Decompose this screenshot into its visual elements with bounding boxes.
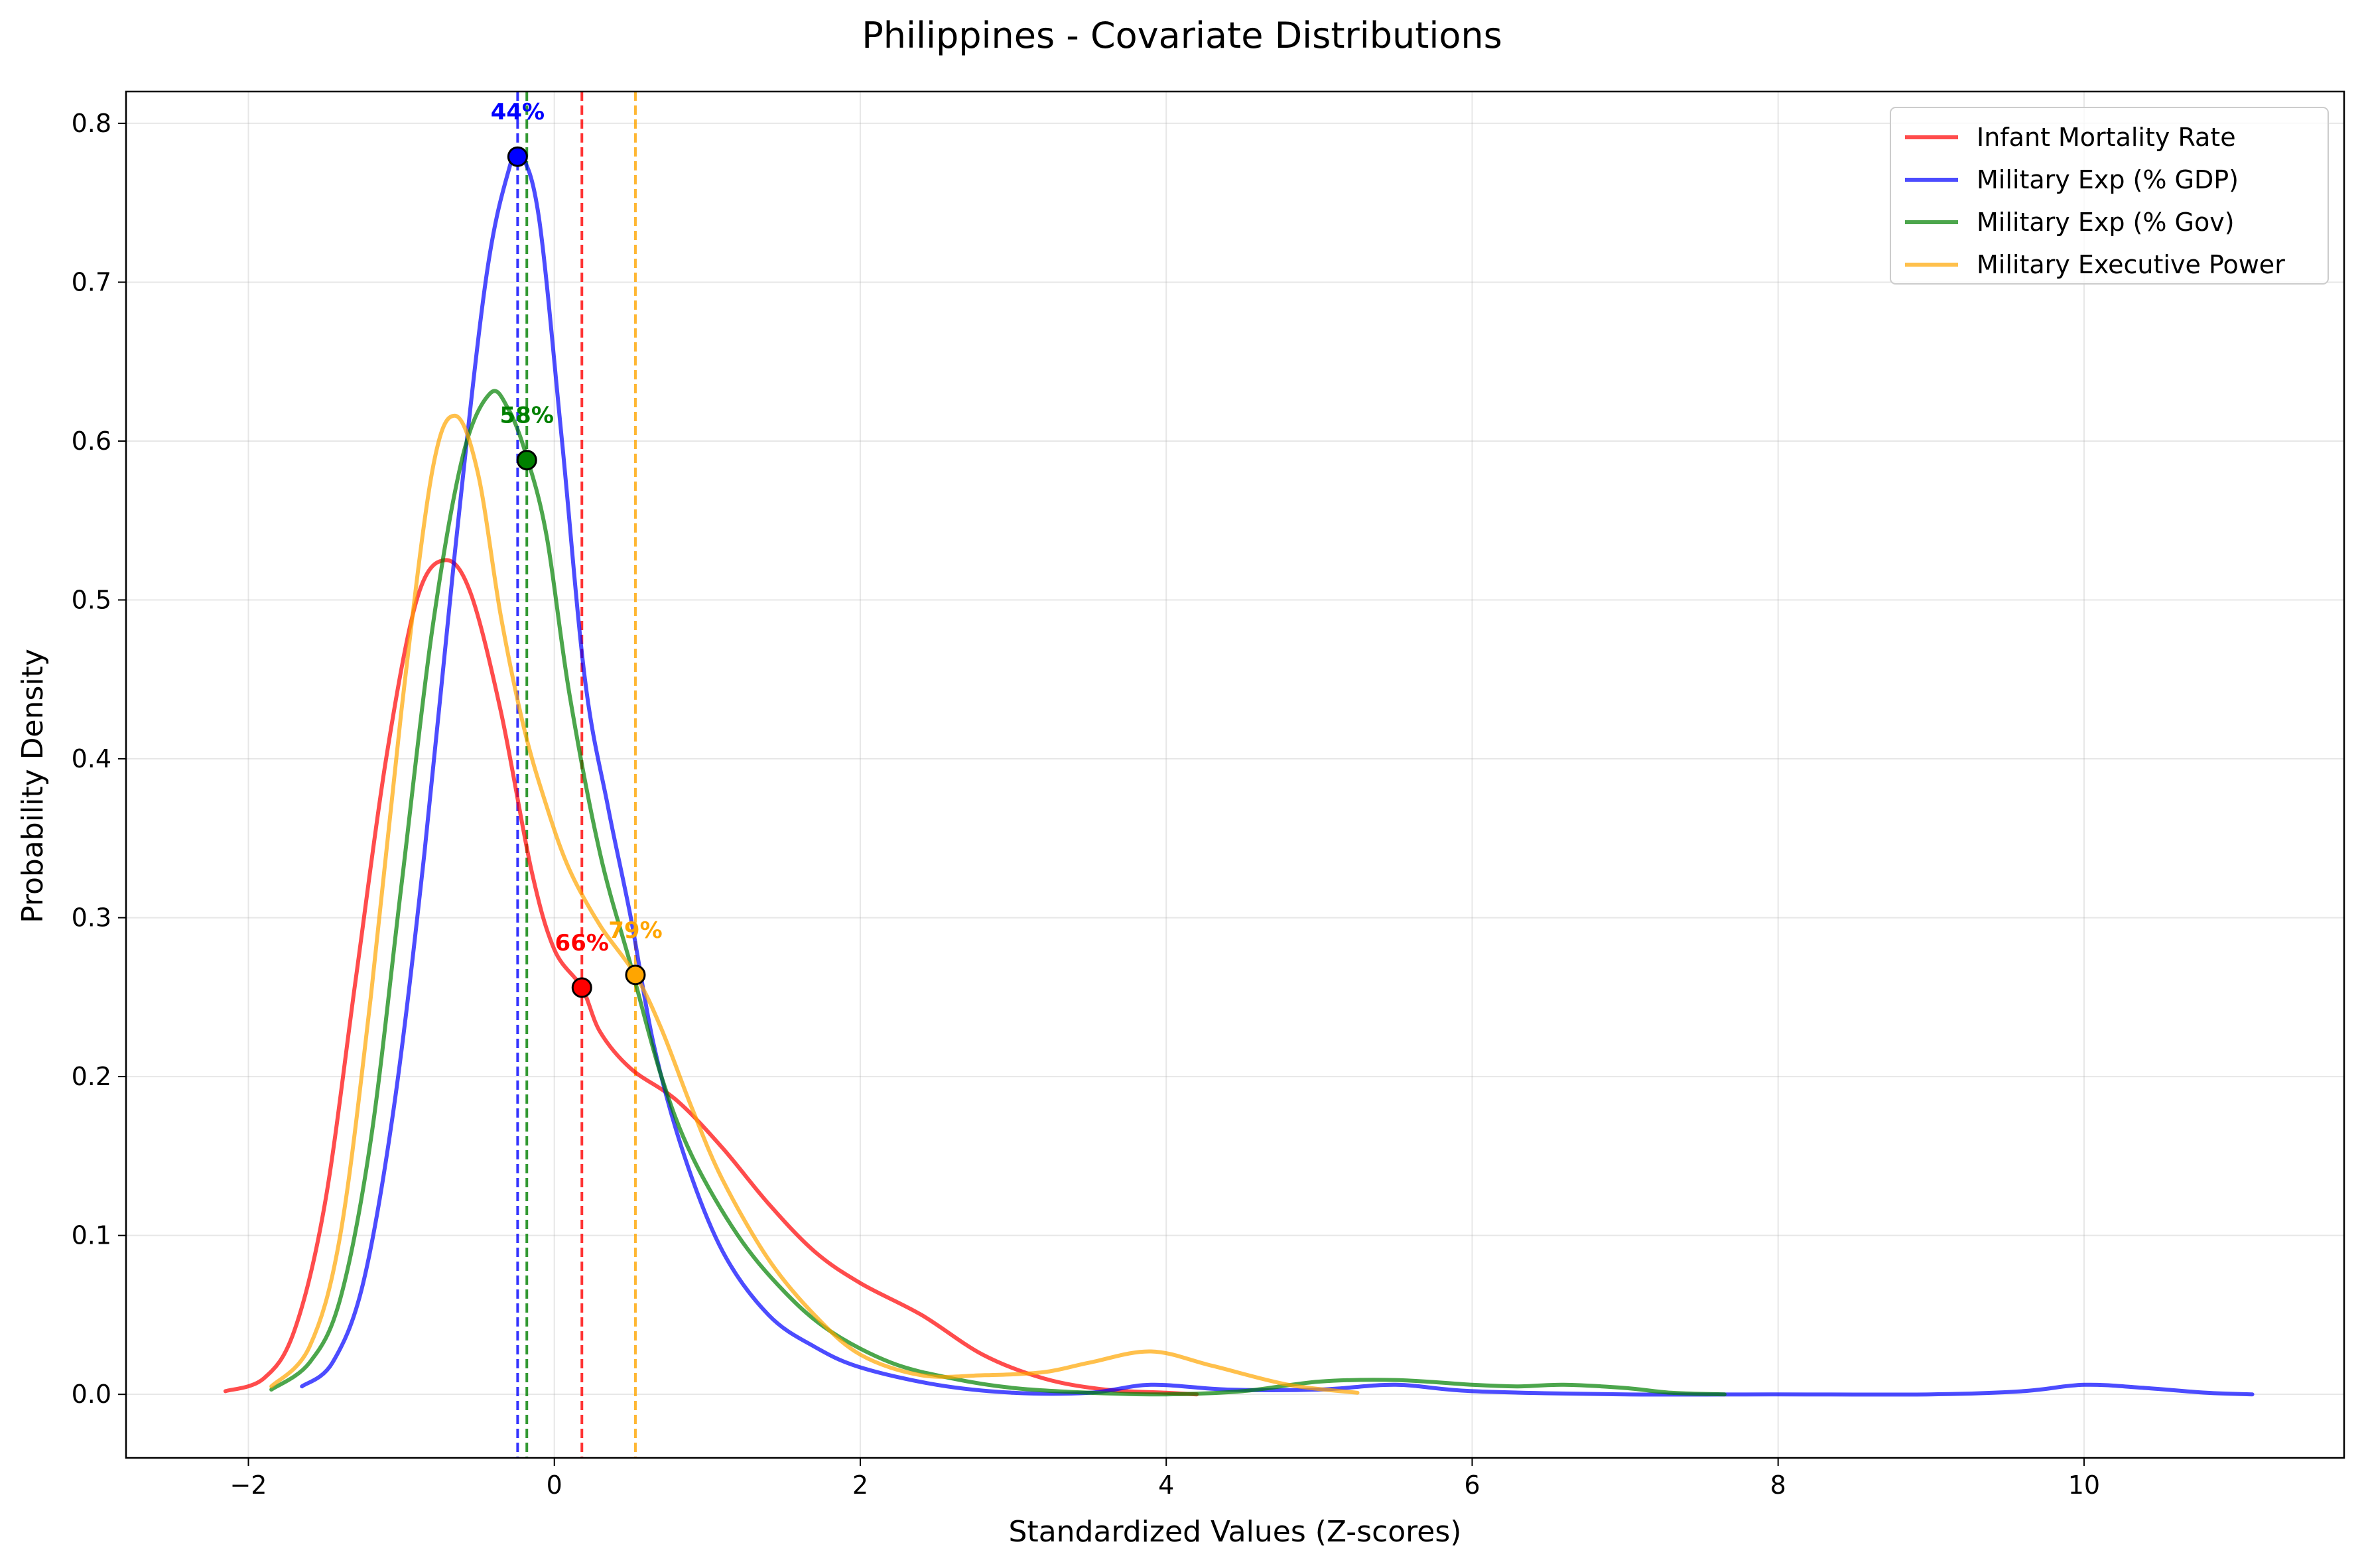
x-tick-label: 2 (852, 1470, 868, 1500)
legend: Infant Mortality Rate Military Exp (% GDP… (1890, 107, 2329, 285)
marker-military-exp-gov (516, 450, 537, 471)
y-tick-label: 0.2 (72, 1062, 111, 1091)
grid (126, 92, 2344, 1458)
x-tick-label: −2 (230, 1470, 267, 1500)
y-tick-label: 0.5 (72, 586, 111, 615)
x-tick-label: 6 (1464, 1470, 1480, 1500)
y-tick-label: 0.8 (72, 109, 111, 138)
marker-military-executive-power (625, 964, 646, 986)
y-axis-label: Probability Density (16, 649, 50, 923)
x-tick-label: 0 (547, 1470, 562, 1500)
y-tick-label: 0.1 (72, 1221, 111, 1250)
marker-label-military-executive-power: 79% (608, 917, 662, 944)
legend-box (1890, 107, 2329, 285)
curve-military-executive-power (269, 413, 1360, 1395)
marker-infant-mortality-rate (571, 977, 592, 998)
marker-military-exp-gdp (507, 146, 528, 167)
x-axis-label: Standardized Values (Z-scores) (1009, 1515, 1462, 1549)
legend-label: Military Executive Power (1977, 250, 2285, 279)
y-tick-label: 0.7 (72, 267, 111, 296)
y-tick-label: 0.4 (72, 744, 111, 773)
density-curves (223, 149, 2255, 1397)
marker-label-military-exp-gdp: 44% (491, 99, 545, 125)
curve-military-exp-gov (269, 389, 1727, 1397)
legend-label: Infant Mortality Rate (1977, 123, 2236, 152)
x-tick-label: 10 (2068, 1470, 2100, 1500)
median-markers: 66% 44% 58% 79% (491, 99, 663, 998)
legend-label: Military Exp (% Gov) (1977, 208, 2235, 237)
x-tick-label: 4 (1158, 1470, 1174, 1500)
marker-label-infant-mortality-rate: 66% (555, 930, 609, 956)
x-axis-ticks: −2 0 2 4 6 8 10 (230, 1458, 2100, 1500)
marker-label-military-exp-gov: 58% (500, 403, 554, 429)
x-tick-label: 8 (1770, 1470, 1786, 1500)
plot-area-frame (125, 90, 2345, 1459)
y-tick-label: 0.0 (72, 1380, 111, 1409)
curve-infant-mortality-rate (223, 558, 1199, 1397)
y-axis-ticks: 0.0 0.1 0.2 0.3 0.4 0.5 0.6 0.7 0.8 (72, 109, 126, 1409)
chart-title: Philippines - Covariate Distributions (862, 15, 1502, 56)
legend-label: Military Exp (% GDP) (1977, 165, 2239, 194)
y-tick-label: 0.3 (72, 903, 111, 933)
y-tick-label: 0.6 (72, 426, 111, 456)
